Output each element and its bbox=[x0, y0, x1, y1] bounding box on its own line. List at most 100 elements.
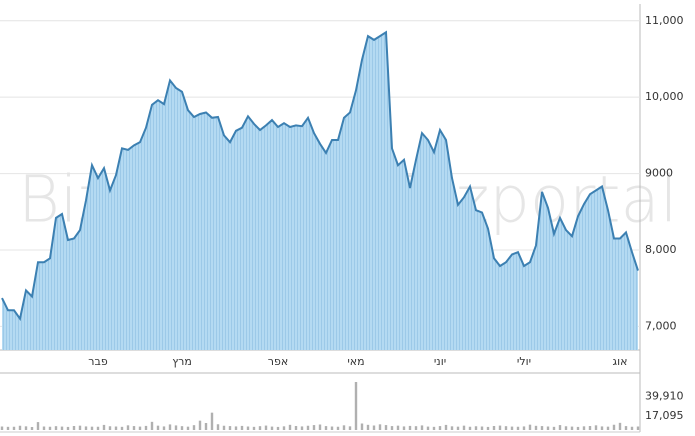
volume-bar bbox=[612, 424, 616, 430]
volume-bar bbox=[474, 426, 478, 430]
volume-bar bbox=[480, 426, 484, 430]
volume-bar bbox=[144, 425, 148, 430]
volume-bar bbox=[534, 425, 538, 430]
volume-bar bbox=[126, 425, 130, 430]
volume-bar bbox=[306, 425, 310, 430]
volume-bar bbox=[636, 426, 640, 430]
volume-bar bbox=[18, 425, 22, 430]
volume-bar bbox=[366, 424, 370, 430]
volume-bar bbox=[90, 426, 94, 430]
volume-bar bbox=[222, 425, 226, 430]
volume-bar bbox=[450, 426, 454, 430]
volume-bar bbox=[264, 425, 268, 430]
volume-tick-label: 17,095 bbox=[645, 409, 684, 422]
volume-bar bbox=[486, 426, 490, 430]
volume-bar bbox=[378, 424, 382, 430]
volume-bar bbox=[198, 420, 202, 430]
volume-bar bbox=[54, 426, 58, 430]
volume-bar bbox=[570, 426, 574, 430]
volume-bar bbox=[96, 426, 100, 430]
volume-bar bbox=[0, 426, 4, 430]
volume-bar bbox=[468, 426, 472, 430]
volume-bar bbox=[180, 426, 184, 430]
volume-bar bbox=[162, 426, 166, 430]
volume-bar bbox=[396, 425, 400, 430]
volume-bar bbox=[42, 426, 46, 430]
volume-bar bbox=[192, 425, 196, 430]
volume-bar bbox=[360, 423, 364, 430]
volume-bar bbox=[294, 426, 298, 430]
x-tick-label: פבר bbox=[88, 355, 108, 368]
volume-bar bbox=[78, 425, 82, 430]
volume-bar bbox=[228, 426, 232, 430]
x-tick-label: יולי bbox=[517, 355, 531, 368]
y-tick-label: 9000 bbox=[645, 167, 673, 180]
volume-bar bbox=[114, 426, 118, 430]
volume-bar bbox=[6, 426, 10, 430]
volume-bar bbox=[246, 426, 250, 430]
volume-bar bbox=[540, 426, 544, 430]
volume-bar bbox=[342, 425, 346, 430]
volume-bar bbox=[498, 425, 502, 430]
volume-bar bbox=[312, 425, 316, 430]
y-tick-label: 8,000 bbox=[645, 243, 677, 256]
volume-bar bbox=[504, 426, 508, 430]
volume-bar bbox=[24, 426, 28, 430]
volume-bar bbox=[324, 426, 328, 430]
volume-bar bbox=[444, 424, 448, 430]
volume-bar bbox=[558, 425, 562, 430]
volume-bar bbox=[426, 426, 430, 430]
volume-bar bbox=[12, 426, 16, 430]
volume-bar bbox=[282, 426, 286, 430]
volume-bar bbox=[60, 426, 64, 430]
volume-bar bbox=[204, 423, 208, 430]
volume-bar bbox=[624, 426, 628, 430]
x-tick-label: יוני bbox=[434, 355, 446, 368]
x-tick-label: אוג bbox=[613, 355, 628, 368]
x-tick-label: מרץ bbox=[172, 355, 192, 368]
volume-bar bbox=[606, 426, 610, 430]
volume-bar bbox=[522, 426, 526, 430]
y-tick-label: 7,000 bbox=[645, 319, 677, 332]
line bbox=[1, 30, 639, 322]
volume-bar bbox=[234, 426, 238, 430]
volume-bar bbox=[564, 426, 568, 430]
volume-bar bbox=[258, 426, 262, 430]
volume-bar bbox=[546, 426, 550, 430]
volume-bar bbox=[414, 426, 418, 430]
volume-bar bbox=[102, 424, 106, 430]
volume-bar bbox=[384, 425, 388, 430]
area bbox=[2, 32, 638, 351]
volume-bar bbox=[510, 426, 514, 430]
volume-bar bbox=[138, 426, 142, 430]
volume-tick-label: 39,910 bbox=[645, 390, 684, 403]
volume-bar bbox=[48, 426, 52, 430]
volume-bar bbox=[252, 426, 256, 430]
volume-bar bbox=[318, 424, 322, 430]
volume-bar bbox=[390, 426, 394, 430]
volume-bar bbox=[108, 426, 112, 430]
volume-bar bbox=[528, 424, 532, 430]
volume-bar bbox=[588, 426, 592, 430]
x-tick-label: מאי bbox=[347, 355, 364, 368]
volume-bar bbox=[492, 426, 496, 430]
volume-bar bbox=[216, 424, 220, 430]
volume-bar bbox=[408, 425, 412, 430]
volume-bar bbox=[438, 426, 442, 430]
x-tick-label: אפר bbox=[268, 355, 288, 368]
volume-bar bbox=[618, 422, 622, 430]
volume-bar bbox=[552, 426, 556, 430]
volume-bar bbox=[66, 426, 70, 430]
volume-bar bbox=[432, 426, 436, 430]
volume-bar bbox=[30, 427, 34, 430]
volume-bar bbox=[576, 426, 580, 430]
volume-bar bbox=[456, 426, 460, 430]
volume-bar bbox=[516, 426, 520, 430]
y-tick-label: 11,000 bbox=[645, 14, 684, 27]
volume-bar bbox=[330, 426, 334, 430]
volume-bar bbox=[288, 424, 292, 430]
volume-bar bbox=[276, 426, 280, 430]
volume-bar bbox=[402, 426, 406, 430]
volume-bar bbox=[630, 426, 634, 430]
